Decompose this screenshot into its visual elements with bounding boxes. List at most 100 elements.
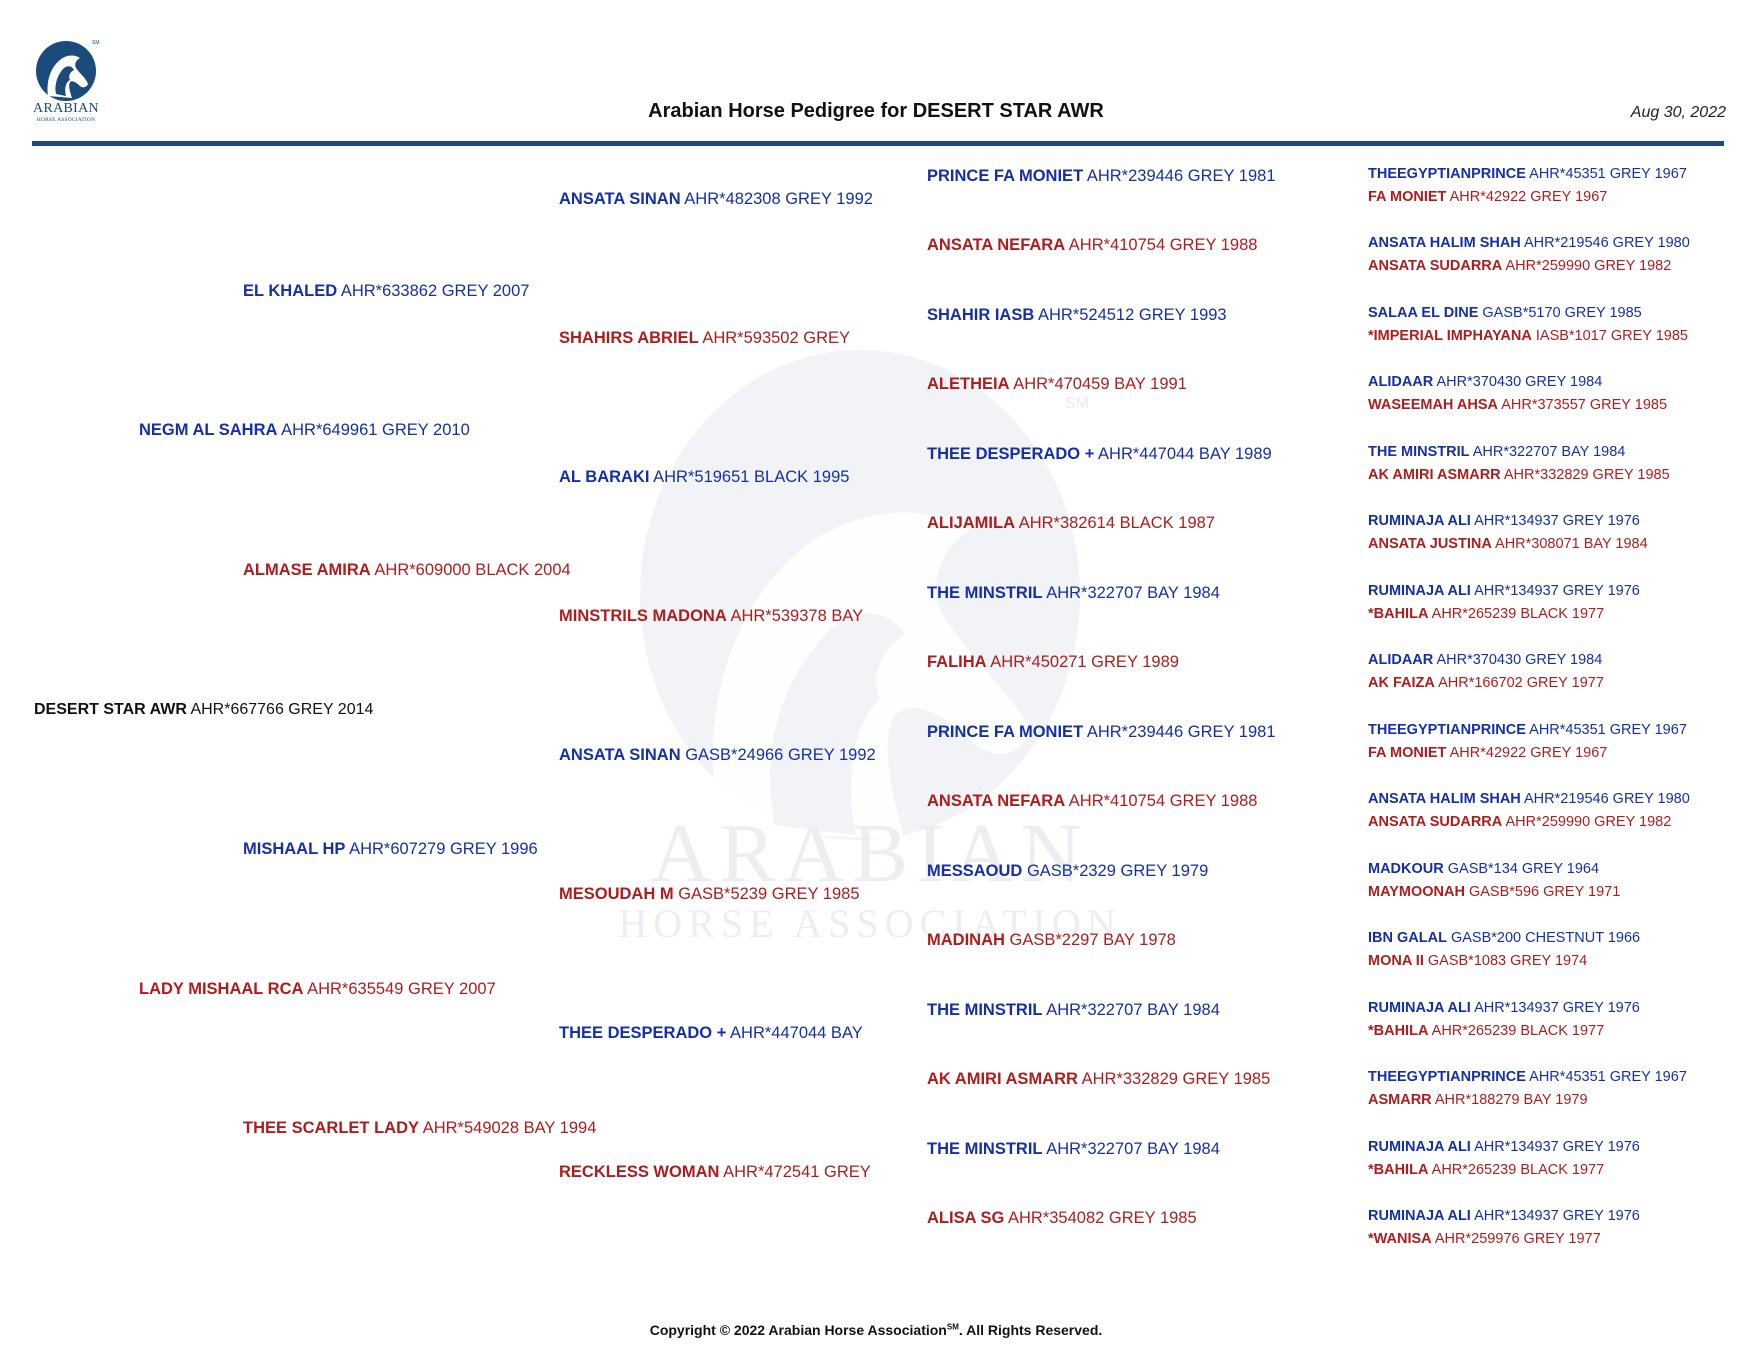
horse-details: AHR*470459 BAY 1991	[1013, 375, 1187, 393]
horse-details: AHR*45351 GREY 1967	[1529, 722, 1687, 738]
horse-details: AHR*166702 GREY 1977	[1438, 675, 1604, 691]
horse-details: AHR*524512 GREY 1993	[1037, 306, 1227, 324]
horse-name: ANSATA SINAN	[559, 746, 681, 764]
pedigree-gen5-dam: *WANISA AHR*259976 GREY 1977	[1368, 1231, 1601, 1247]
pedigree-gen5-sire: SALAA EL DINE GASB*5170 GREY 1985	[1368, 305, 1642, 321]
pedigree-sire: NEGM AL SAHRA AHR*649961 GREY 2010	[139, 421, 470, 440]
horse-details: AHR*239446 GREY 1981	[1086, 723, 1276, 741]
header-divider	[32, 141, 1724, 146]
horse-details: GASB*134 GREY 1964	[1447, 861, 1600, 877]
pedigree-granddam: ALMASE AMIRA AHR*609000 BLACK 2004	[243, 561, 571, 580]
horse-details: AHR*447044 BAY 1989	[1098, 445, 1272, 463]
horse-details: AHR*382614 BLACK 1987	[1018, 514, 1215, 532]
pedigree-gen5-sire: IBN GALAL GASB*200 CHESTNUT 1966	[1368, 930, 1640, 946]
horse-details: AHR*308071 BAY 1984	[1495, 536, 1648, 552]
horse-details: AHR*322707 BAY 1984	[1472, 444, 1626, 460]
pedigree-gen4-sire: THE MINSTRIL AHR*322707 BAY 1984	[927, 584, 1220, 603]
horse-details: AHR*45351 GREY 1967	[1529, 166, 1687, 182]
horse-name: DESERT STAR AWR	[34, 701, 187, 718]
horse-name: MADKOUR	[1368, 861, 1444, 877]
horse-details: AHR*134937 GREY 1976	[1474, 1000, 1640, 1016]
horse-name: ALETHEIA	[927, 375, 1010, 393]
pedigree-gen3-sire: ANSATA SINAN AHR*482308 GREY 1992	[559, 190, 873, 209]
horse-name: *BAHILA	[1368, 1023, 1429, 1039]
horse-name: *BAHILA	[1368, 1162, 1429, 1178]
horse-details: AHR*42922 GREY 1967	[1449, 745, 1608, 761]
pedigree-gen5-sire: RUMINAJA ALI AHR*134937 GREY 1976	[1368, 583, 1640, 599]
copyright-notice: Copyright © 2022 Arabian Horse Associati…	[0, 1322, 1752, 1338]
horse-name: RUMINAJA ALI	[1368, 1208, 1471, 1224]
pedigree-gen4-sire: PRINCE FA MONIET AHR*239446 GREY 1981	[927, 723, 1276, 742]
horse-name: ANSATA JUSTINA	[1368, 536, 1492, 552]
pedigree-dam: LADY MISHAAL RCA AHR*635549 GREY 2007	[139, 980, 496, 999]
horse-details: AHR*134937 GREY 1976	[1474, 1139, 1640, 1155]
horse-details: AHR*134937 GREY 1976	[1474, 1208, 1640, 1224]
horse-details: GASB*1083 GREY 1974	[1427, 953, 1588, 969]
horse-details: AHR*134937 GREY 1976	[1474, 513, 1640, 529]
horse-details: AHR*373557 GREY 1985	[1501, 397, 1668, 413]
horse-name: ANSATA SUDARRA	[1368, 814, 1503, 830]
horse-details: AHR*370430 GREY 1984	[1436, 374, 1603, 390]
pedigree-gen3-sire: THEE DESPERADO + AHR*447044 BAY	[559, 1024, 863, 1043]
horse-details: GASB*2329 GREY 1979	[1026, 862, 1209, 880]
horse-name: MAYMOONAH	[1368, 884, 1465, 900]
horse-details: AHR*239446 GREY 1981	[1086, 167, 1276, 185]
horse-details: AHR*188279 BAY 1979	[1434, 1092, 1588, 1108]
horse-name: THEE DESPERADO +	[927, 445, 1095, 463]
horse-details: AHR*635549 GREY 2007	[307, 980, 496, 998]
horse-name: FA MONIET	[1368, 189, 1447, 205]
horse-details: AHR*472541 GREY	[723, 1163, 871, 1181]
pedigree-gen4-sire: MESSAOUD GASB*2329 GREY 1979	[927, 862, 1208, 881]
pedigree-gen5-sire: THE MINSTRIL AHR*322707 BAY 1984	[1368, 444, 1625, 460]
horse-details: GASB*5170 GREY 1985	[1482, 305, 1642, 321]
pedigree-gen5-dam: MAYMOONAH GASB*596 GREY 1971	[1368, 884, 1620, 900]
horse-name: ALIDAAR	[1368, 652, 1434, 668]
horse-details: AHR*549028 BAY 1994	[422, 1119, 597, 1137]
horse-name: ALISA SG	[927, 1209, 1005, 1227]
pedigree-gen4-dam: ANSATA NEFARA AHR*410754 GREY 1988	[927, 236, 1257, 255]
horse-details: AHR*633862 GREY 2007	[340, 282, 530, 300]
horse-details: AHR*259990 GREY 1982	[1505, 814, 1672, 830]
horse-details: AHR*322707 BAY 1984	[1046, 1140, 1220, 1158]
pedigree-gen5-sire: THEEGYPTIANPRINCE AHR*45351 GREY 1967	[1368, 722, 1687, 738]
horse-details: AHR*539378 BAY	[730, 607, 864, 625]
horse-name: ANSATA NEFARA	[927, 236, 1066, 254]
pedigree-granddam: THEE SCARLET LADY AHR*549028 BAY 1994	[243, 1119, 596, 1138]
pedigree-gen4-dam: ALISA SG AHR*354082 GREY 1985	[927, 1209, 1197, 1228]
horse-name: PRINCE FA MONIET	[927, 167, 1084, 185]
horse-details: AHR*259990 GREY 1982	[1505, 258, 1672, 274]
pedigree-gen3-sire: ANSATA SINAN GASB*24966 GREY 1992	[559, 746, 876, 765]
pedigree-gen4-sire: THEE DESPERADO + AHR*447044 BAY 1989	[927, 445, 1272, 464]
report-date: Aug 30, 2022	[1630, 104, 1726, 121]
horse-name: MADINAH	[927, 931, 1005, 949]
horse-details: AHR*42922 GREY 1967	[1449, 189, 1608, 205]
horse-details: AHR*219546 GREY 1980	[1524, 791, 1690, 807]
pedigree-gen5-sire: RUMINAJA ALI AHR*134937 GREY 1976	[1368, 513, 1640, 529]
pedigree-gen5-sire: ANSATA HALIM SHAH AHR*219546 GREY 1980	[1368, 791, 1690, 807]
horse-details: AHR*649961 GREY 2010	[281, 421, 470, 439]
pedigree-gen5-dam: *BAHILA AHR*265239 BLACK 1977	[1368, 606, 1604, 622]
horse-name: NEGM AL SAHRA	[139, 421, 278, 439]
horse-name: RECKLESS WOMAN	[559, 1163, 720, 1181]
pedigree-gen4-sire: SHAHIR IASB AHR*524512 GREY 1993	[927, 306, 1227, 325]
horse-name: ANSATA SUDARRA	[1368, 258, 1503, 274]
logo-wordmark: ARABIAN	[33, 101, 99, 116]
horse-name: AL BARAKI	[559, 468, 650, 486]
horse-details: AHR*607279 GREY 1996	[349, 840, 538, 858]
horse-name: ALMASE AMIRA	[243, 561, 371, 579]
copyright-service-mark: SM	[946, 1322, 959, 1332]
horse-name: AK AMIRI ASMARR	[1368, 467, 1501, 483]
horse-name: MISHAAL HP	[243, 840, 346, 858]
pedigree-gen5-dam: ANSATA SUDARRA AHR*259990 GREY 1982	[1368, 258, 1671, 274]
horse-details: AHR*134937 GREY 1976	[1474, 583, 1640, 599]
horse-name: MESOUDAH M	[559, 885, 674, 903]
horse-name: THEE DESPERADO +	[559, 1024, 727, 1042]
pedigree-gen3-dam: RECKLESS WOMAN AHR*472541 GREY	[559, 1163, 871, 1182]
horse-name: WASEEMAH AHSA	[1368, 397, 1498, 413]
pedigree-gen4-dam: ALIJAMILA AHR*382614 BLACK 1987	[927, 514, 1215, 533]
watermark-horse-icon	[712, 512, 1030, 840]
horse-details: AHR*332829 GREY 1985	[1081, 1070, 1271, 1088]
horse-name: SHAHIRS ABRIEL	[559, 329, 699, 347]
horse-details: AHR*447044 BAY	[730, 1024, 863, 1042]
horse-details: AHR*354082 GREY 1985	[1008, 1209, 1197, 1227]
